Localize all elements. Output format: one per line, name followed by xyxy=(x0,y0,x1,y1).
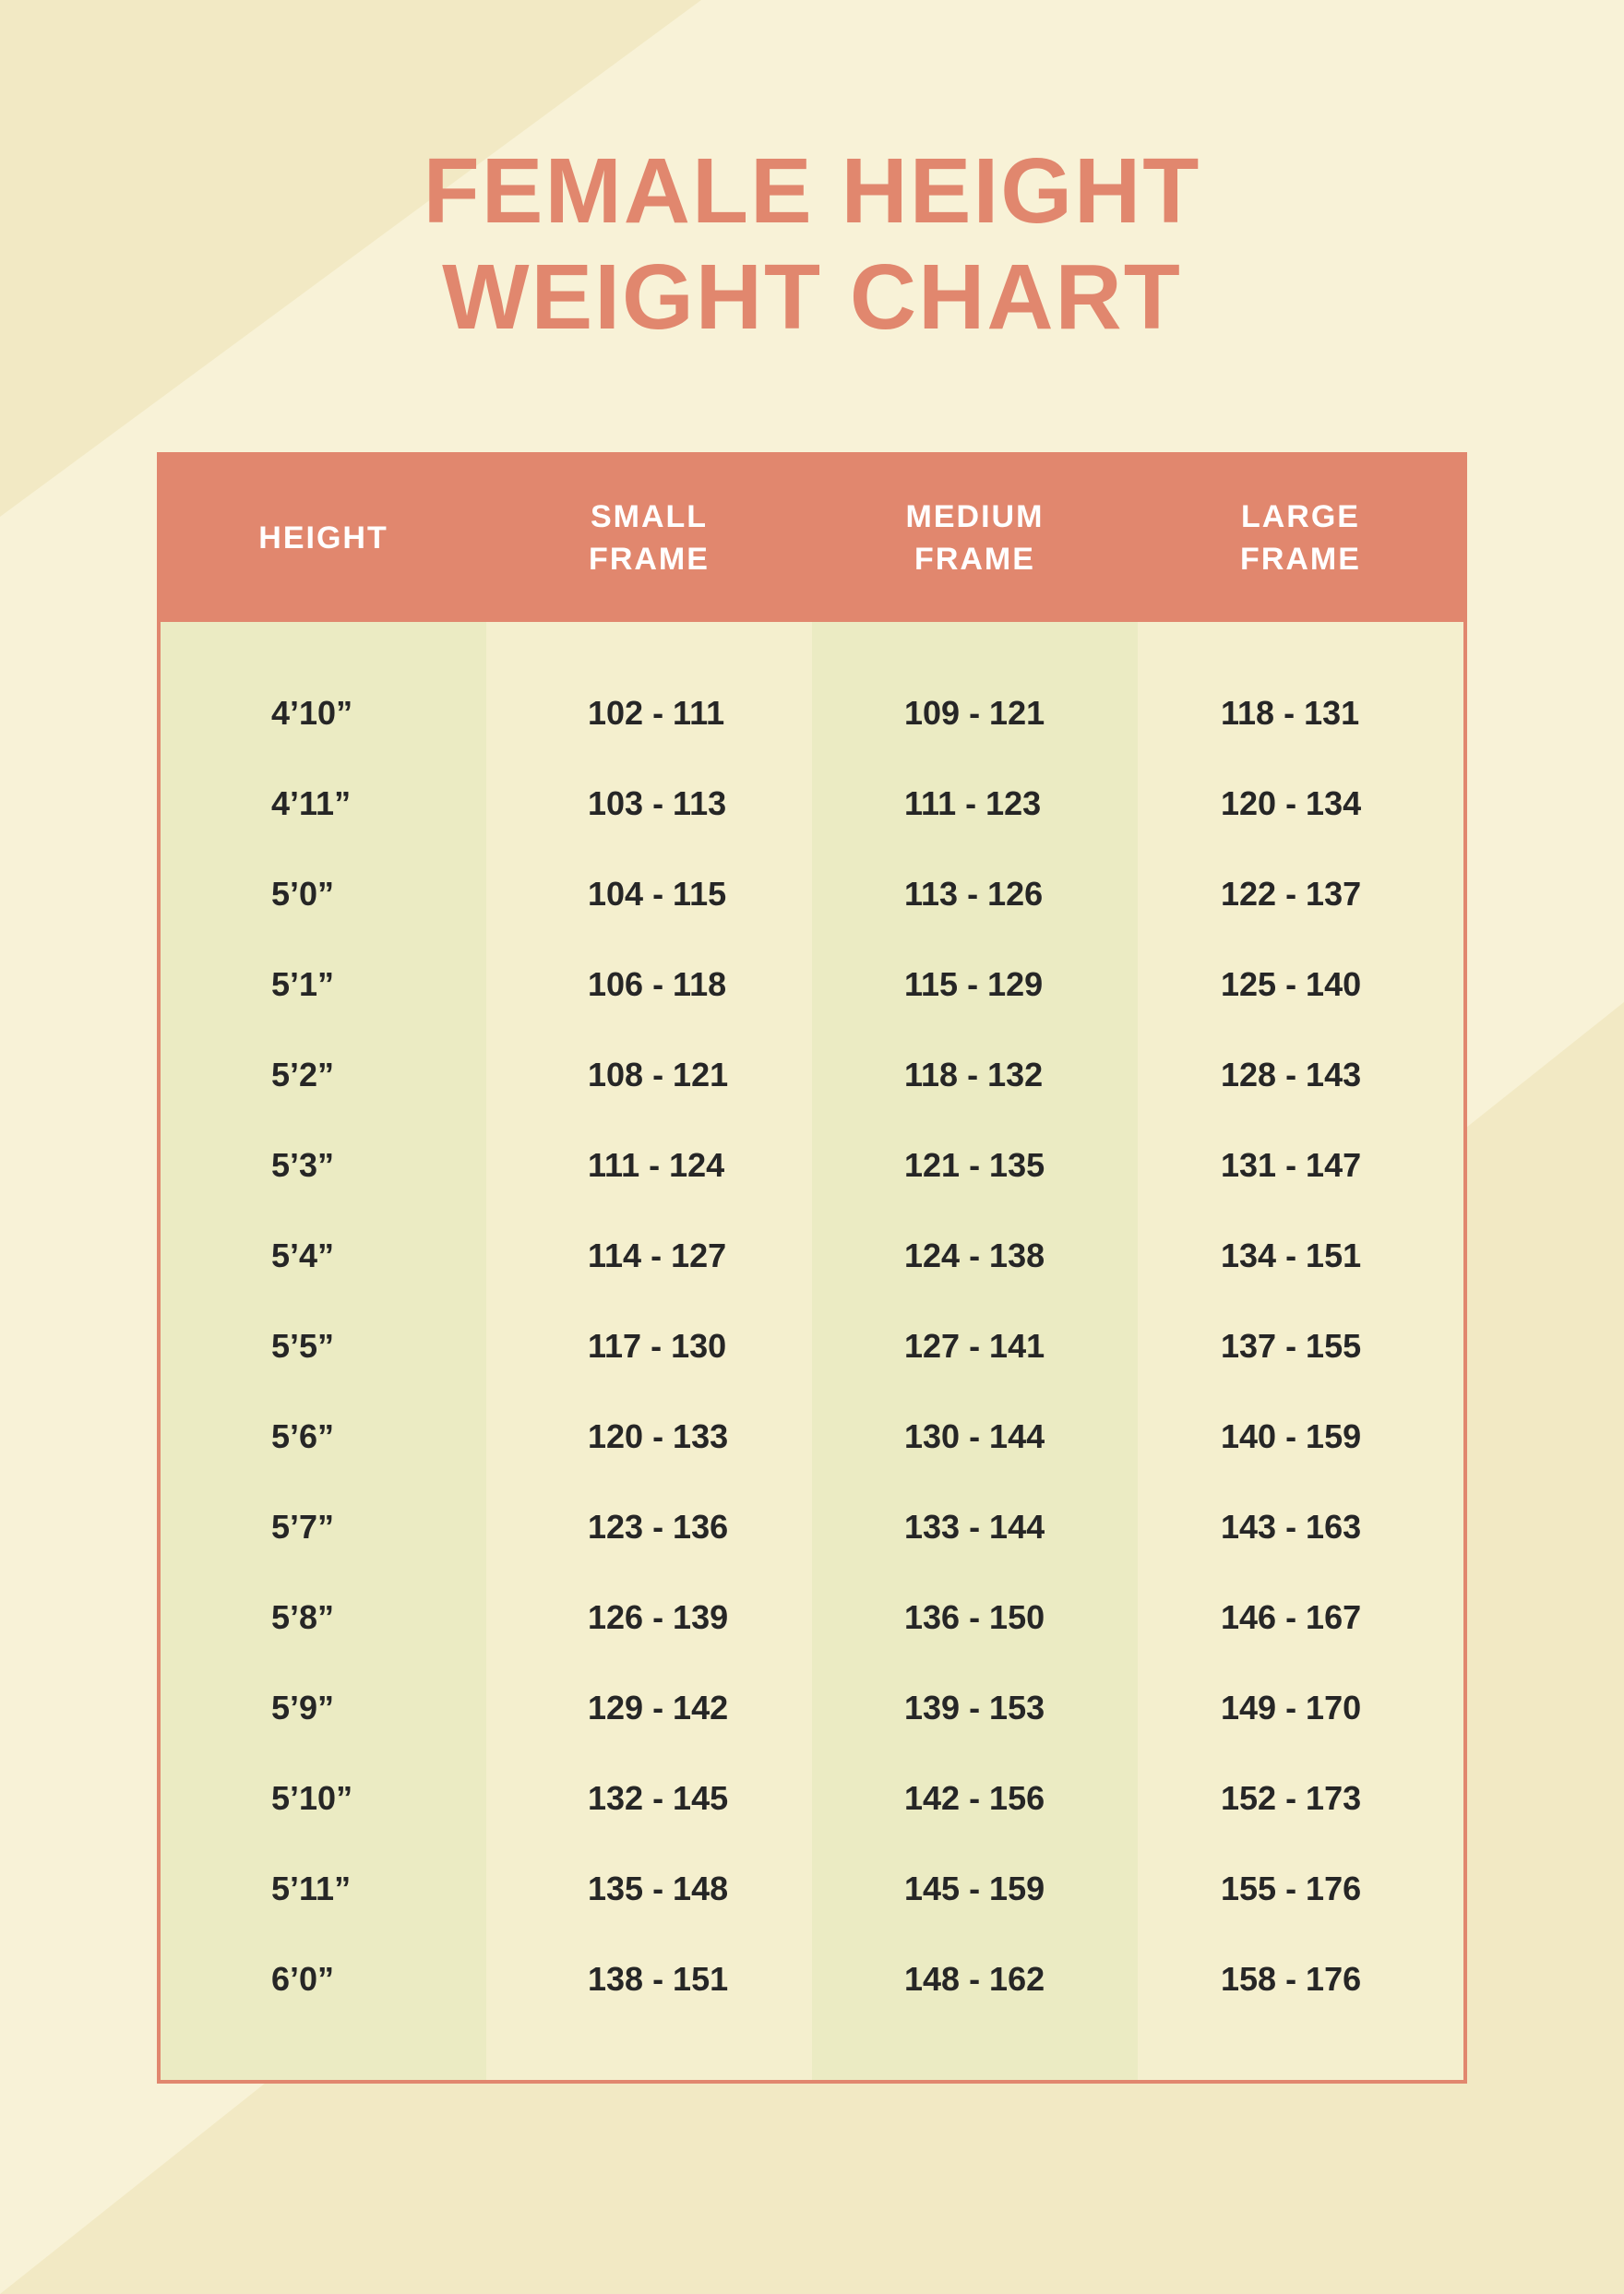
cell-value: 137 - 155 xyxy=(1147,1301,1463,1392)
cell-value: 136 - 150 xyxy=(830,1572,1147,1663)
cell-value: 108 - 121 xyxy=(514,1030,830,1120)
cell-value: 127 - 141 xyxy=(830,1301,1147,1392)
table-row: 4’10”102 - 111109 - 121118 - 131 xyxy=(161,668,1463,759)
table-row: 5’3”111 - 124121 - 135131 - 147 xyxy=(161,1120,1463,1211)
table-row: 5’0”104 - 115113 - 126122 - 137 xyxy=(161,849,1463,939)
cell-value: 104 - 115 xyxy=(514,849,830,939)
cell-value: 118 - 132 xyxy=(830,1030,1147,1120)
cell-height: 5’9” xyxy=(161,1663,514,1753)
cell-height: 6’0” xyxy=(161,1934,514,2025)
table-row: 5’6”120 - 133130 - 144140 - 159 xyxy=(161,1392,1463,1482)
table-row: 5’1”106 - 118115 - 129125 - 140 xyxy=(161,939,1463,1030)
table-row: 5’4”114 - 127124 - 138134 - 151 xyxy=(161,1211,1463,1301)
cell-value: 142 - 156 xyxy=(830,1753,1147,1844)
cell-value: 114 - 127 xyxy=(514,1211,830,1301)
cell-value: 124 - 138 xyxy=(830,1211,1147,1301)
cell-height: 4’10” xyxy=(161,668,514,759)
cell-value: 140 - 159 xyxy=(1147,1392,1463,1482)
cell-value: 115 - 129 xyxy=(830,939,1147,1030)
cell-value: 111 - 124 xyxy=(514,1120,830,1211)
page-title: FEMALE HEIGHT WEIGHT CHART xyxy=(157,138,1467,351)
col-header-height: HEIGHT xyxy=(161,456,486,622)
cell-height: 5’5” xyxy=(161,1301,514,1392)
cell-height: 5’8” xyxy=(161,1572,514,1663)
cell-value: 126 - 139 xyxy=(514,1572,830,1663)
cell-value: 138 - 151 xyxy=(514,1934,830,2025)
cell-value: 135 - 148 xyxy=(514,1844,830,1934)
cell-value: 120 - 133 xyxy=(514,1392,830,1482)
cell-value: 103 - 113 xyxy=(514,759,830,849)
cell-height: 5’4” xyxy=(161,1211,514,1301)
cell-height: 5’10” xyxy=(161,1753,514,1844)
cell-value: 117 - 130 xyxy=(514,1301,830,1392)
cell-value: 122 - 137 xyxy=(1147,849,1463,939)
title-line-1: FEMALE HEIGHT xyxy=(424,139,1201,243)
cell-height: 5’11” xyxy=(161,1844,514,1934)
cell-value: 131 - 147 xyxy=(1147,1120,1463,1211)
table-row: 5’2”108 - 121118 - 132128 - 143 xyxy=(161,1030,1463,1120)
cell-height: 5’1” xyxy=(161,939,514,1030)
cell-value: 118 - 131 xyxy=(1147,668,1463,759)
cell-value: 113 - 126 xyxy=(830,849,1147,939)
cell-value: 111 - 123 xyxy=(830,759,1147,849)
cell-value: 139 - 153 xyxy=(830,1663,1147,1753)
table-row: 4’11”103 - 113111 - 123120 - 134 xyxy=(161,759,1463,849)
table-row: 5’10”132 - 145142 - 156152 - 173 xyxy=(161,1753,1463,1844)
cell-value: 130 - 144 xyxy=(830,1392,1147,1482)
table-body: 4’10”102 - 111109 - 121118 - 1314’11”103… xyxy=(161,622,1463,2080)
cell-value: 121 - 135 xyxy=(830,1120,1147,1211)
weight-table: HEIGHT SMALLFRAME MEDIUMFRAME LARGEFRAME… xyxy=(157,452,1467,2084)
cell-value: 129 - 142 xyxy=(514,1663,830,1753)
cell-value: 125 - 140 xyxy=(1147,939,1463,1030)
table-header-row: HEIGHT SMALLFRAME MEDIUMFRAME LARGEFRAME xyxy=(161,456,1463,622)
cell-value: 123 - 136 xyxy=(514,1482,830,1572)
table-row: 5’5”117 - 130127 - 141137 - 155 xyxy=(161,1301,1463,1392)
cell-value: 132 - 145 xyxy=(514,1753,830,1844)
cell-value: 148 - 162 xyxy=(830,1934,1147,2025)
cell-height: 5’3” xyxy=(161,1120,514,1211)
col-header-small-frame: SMALLFRAME xyxy=(486,456,812,622)
table-row: 5’9”129 - 142139 - 153149 - 170 xyxy=(161,1663,1463,1753)
cell-value: 149 - 170 xyxy=(1147,1663,1463,1753)
cell-value: 158 - 176 xyxy=(1147,1934,1463,2025)
cell-value: 128 - 143 xyxy=(1147,1030,1463,1120)
cell-value: 143 - 163 xyxy=(1147,1482,1463,1572)
col-header-small-frame-text: SMALLFRAME xyxy=(589,496,710,581)
table-row: 5’8”126 - 139136 - 150146 - 167 xyxy=(161,1572,1463,1663)
cell-height: 5’0” xyxy=(161,849,514,939)
cell-value: 109 - 121 xyxy=(830,668,1147,759)
cell-height: 5’6” xyxy=(161,1392,514,1482)
cell-value: 155 - 176 xyxy=(1147,1844,1463,1934)
content-wrapper: FEMALE HEIGHT WEIGHT CHART HEIGHT SMALLF… xyxy=(0,0,1624,2084)
cell-value: 106 - 118 xyxy=(514,939,830,1030)
title-line-2: WEIGHT CHART xyxy=(442,245,1182,349)
col-header-medium-frame-text: MEDIUMFRAME xyxy=(906,496,1045,581)
cell-value: 102 - 111 xyxy=(514,668,830,759)
cell-value: 146 - 167 xyxy=(1147,1572,1463,1663)
table-row: 6’0”138 - 151148 - 162158 - 176 xyxy=(161,1934,1463,2025)
table-row: 5’11”135 - 148145 - 159155 - 176 xyxy=(161,1844,1463,1934)
table-row: 5’7”123 - 136133 - 144143 - 163 xyxy=(161,1482,1463,1572)
col-header-large-frame: LARGEFRAME xyxy=(1138,456,1463,622)
col-header-large-frame-text: LARGEFRAME xyxy=(1240,496,1361,581)
col-header-medium-frame: MEDIUMFRAME xyxy=(812,456,1138,622)
cell-value: 120 - 134 xyxy=(1147,759,1463,849)
cell-height: 5’2” xyxy=(161,1030,514,1120)
cell-height: 4’11” xyxy=(161,759,514,849)
cell-value: 152 - 173 xyxy=(1147,1753,1463,1844)
cell-value: 145 - 159 xyxy=(830,1844,1147,1934)
cell-height: 5’7” xyxy=(161,1482,514,1572)
cell-value: 134 - 151 xyxy=(1147,1211,1463,1301)
cell-value: 133 - 144 xyxy=(830,1482,1147,1572)
